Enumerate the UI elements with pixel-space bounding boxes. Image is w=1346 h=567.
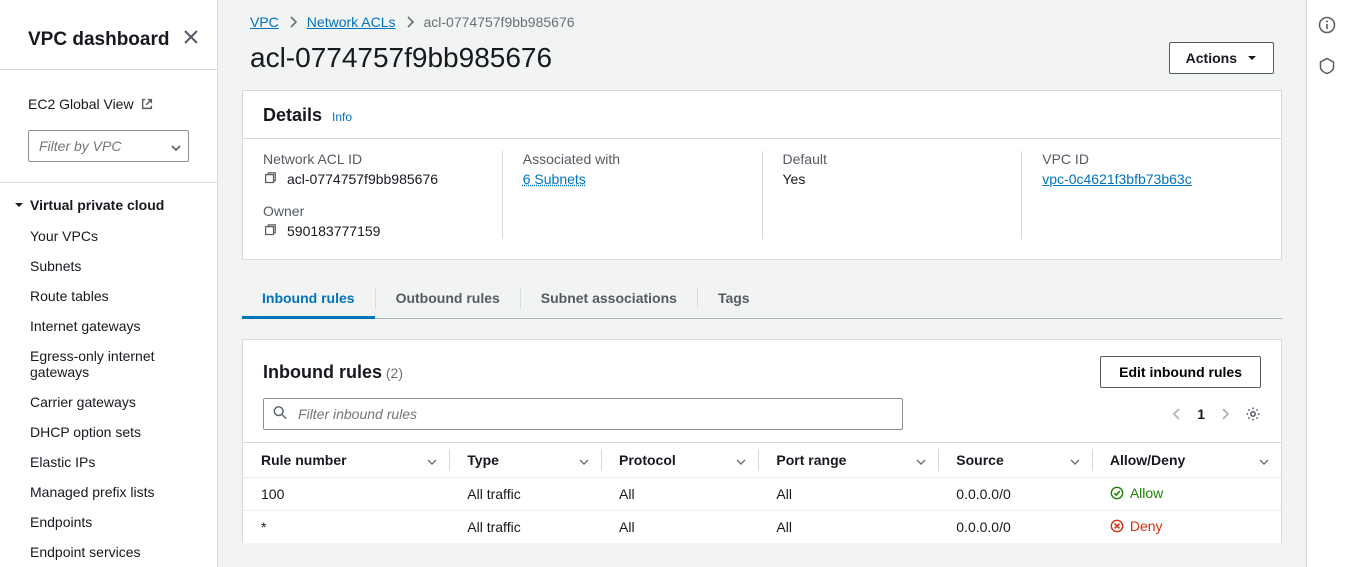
details-title: Details [263, 105, 322, 126]
sort-icon [1070, 452, 1080, 468]
tab-outbound-rules[interactable]: Outbound rules [376, 278, 520, 318]
allow-icon [1110, 486, 1124, 500]
table-cell: 100 [243, 478, 449, 511]
rules-table: Rule number Type Protocol Port range Sou… [243, 442, 1281, 543]
sort-icon [579, 452, 589, 468]
default-label: Default [783, 151, 1002, 167]
ec2-global-view-label: EC2 Global View [28, 96, 134, 112]
nav-group-label: Virtual private cloud [30, 197, 164, 213]
sort-icon [736, 452, 746, 468]
tabs: Inbound rules Outbound rules Subnet asso… [242, 278, 1282, 319]
nav-item-internet-gateways[interactable]: Internet gateways [0, 311, 217, 341]
table-cell: All traffic [449, 511, 601, 544]
filter-vpc-input[interactable] [28, 130, 189, 162]
assoc-value-link[interactable]: 6 Subnets [523, 171, 586, 187]
default-value: Yes [783, 171, 1002, 187]
table-cell: 0.0.0.0/0 [938, 478, 1092, 511]
nav-item-egress-gateways[interactable]: Egress-only internet gateways [0, 341, 217, 387]
diagnostics-icon[interactable] [1318, 57, 1336, 78]
assoc-label: Associated with [523, 151, 742, 167]
tab-subnet-associations[interactable]: Subnet associations [521, 278, 697, 318]
page-title: acl-0774757f9bb985676 [250, 42, 552, 74]
breadcrumb: VPC Network ACLs acl-0774757f9bb985676 [218, 0, 1306, 36]
copy-icon[interactable] [263, 172, 277, 186]
details-panel: Details Info Network ACL ID acl-0774757f… [242, 90, 1282, 260]
rules-title: Inbound rules [263, 362, 382, 382]
info-link[interactable]: Info [332, 110, 352, 124]
breadcrumb-current: acl-0774757f9bb985676 [424, 14, 575, 30]
nav-item-subnets[interactable]: Subnets [0, 251, 217, 281]
filter-rules-input[interactable] [263, 398, 903, 430]
nav-item-your-vpcs[interactable]: Your VPCs [0, 221, 217, 251]
chevron-right-icon [289, 16, 297, 28]
nav-group-vpc[interactable]: Virtual private cloud [0, 189, 217, 221]
table-cell: All [758, 478, 938, 511]
rules-count: (2) [386, 365, 403, 381]
col-type[interactable]: Type [449, 443, 601, 478]
table-cell: 0.0.0.0/0 [938, 511, 1092, 544]
page-prev-button[interactable] [1173, 408, 1181, 420]
page-number: 1 [1197, 406, 1205, 422]
acl-id-label: Network ACL ID [263, 151, 482, 167]
nav-item-dhcp-option-sets[interactable]: DHCP option sets [0, 417, 217, 447]
nav-item-elastic-ips[interactable]: Elastic IPs [0, 447, 217, 477]
vpc-id-link[interactable]: vpc-0c4621f3bfb73b63c [1042, 171, 1191, 187]
sort-icon [1259, 452, 1269, 468]
owner-value: 590183777159 [287, 223, 380, 239]
copy-icon[interactable] [263, 224, 277, 238]
acl-id-value: acl-0774757f9bb985676 [287, 171, 438, 187]
info-icon[interactable] [1318, 16, 1336, 37]
table-cell: All traffic [449, 478, 601, 511]
vpc-id-label: VPC ID [1042, 151, 1261, 167]
nav-item-route-tables[interactable]: Route tables [0, 281, 217, 311]
search-icon [273, 406, 287, 423]
chevron-right-icon [406, 16, 414, 28]
tab-inbound-rules[interactable]: Inbound rules [242, 278, 375, 318]
table-row[interactable]: 100All trafficAllAll0.0.0.0/0Allow [243, 478, 1281, 511]
col-allow-deny[interactable]: Allow/Deny [1092, 443, 1281, 478]
nav-item-endpoint-services[interactable]: Endpoint services [0, 537, 217, 567]
ec2-global-view-link[interactable]: EC2 Global View [0, 76, 217, 124]
settings-icon[interactable] [1245, 406, 1261, 422]
sort-icon [427, 452, 437, 468]
actions-button[interactable]: Actions [1169, 42, 1274, 74]
col-rule-number[interactable]: Rule number [243, 443, 449, 478]
pagination: 1 [1173, 406, 1261, 422]
right-toolbar [1306, 0, 1346, 567]
edit-inbound-rules-button[interactable]: Edit inbound rules [1100, 356, 1261, 388]
owner-label: Owner [263, 203, 482, 219]
col-source[interactable]: Source [938, 443, 1092, 478]
breadcrumb-network-acls[interactable]: Network ACLs [307, 14, 396, 30]
table-cell: * [243, 511, 449, 544]
col-protocol[interactable]: Protocol [601, 443, 758, 478]
nav-item-managed-prefix-lists[interactable]: Managed prefix lists [0, 477, 217, 507]
main-content: VPC Network ACLs acl-0774757f9bb985676 a… [218, 0, 1306, 567]
actions-label: Actions [1186, 50, 1237, 66]
table-cell: All [758, 511, 938, 544]
col-port-range[interactable]: Port range [758, 443, 938, 478]
table-row[interactable]: *All trafficAllAll0.0.0.0/0Deny [243, 511, 1281, 544]
caret-down-icon [1247, 55, 1257, 61]
inbound-rules-panel: Inbound rules (2) Edit inbound rules 1 [242, 339, 1282, 543]
table-cell: All [601, 511, 758, 544]
tab-tags[interactable]: Tags [698, 278, 770, 318]
sidebar: VPC dashboard EC2 Global View [0, 0, 218, 567]
nav-item-carrier-gateways[interactable]: Carrier gateways [0, 387, 217, 417]
sort-icon [916, 452, 926, 468]
table-cell-allow-deny: Deny [1092, 511, 1281, 544]
breadcrumb-vpc[interactable]: VPC [250, 14, 279, 30]
caret-down-icon [14, 200, 24, 210]
page-next-button[interactable] [1221, 408, 1229, 420]
deny-icon [1110, 519, 1124, 533]
table-cell: All [601, 478, 758, 511]
sidebar-title: VPC dashboard [28, 29, 169, 51]
external-link-icon [140, 97, 154, 111]
table-cell-allow-deny: Allow [1092, 478, 1281, 511]
nav-item-endpoints[interactable]: Endpoints [0, 507, 217, 537]
close-sidebar-icon[interactable] [183, 28, 199, 51]
